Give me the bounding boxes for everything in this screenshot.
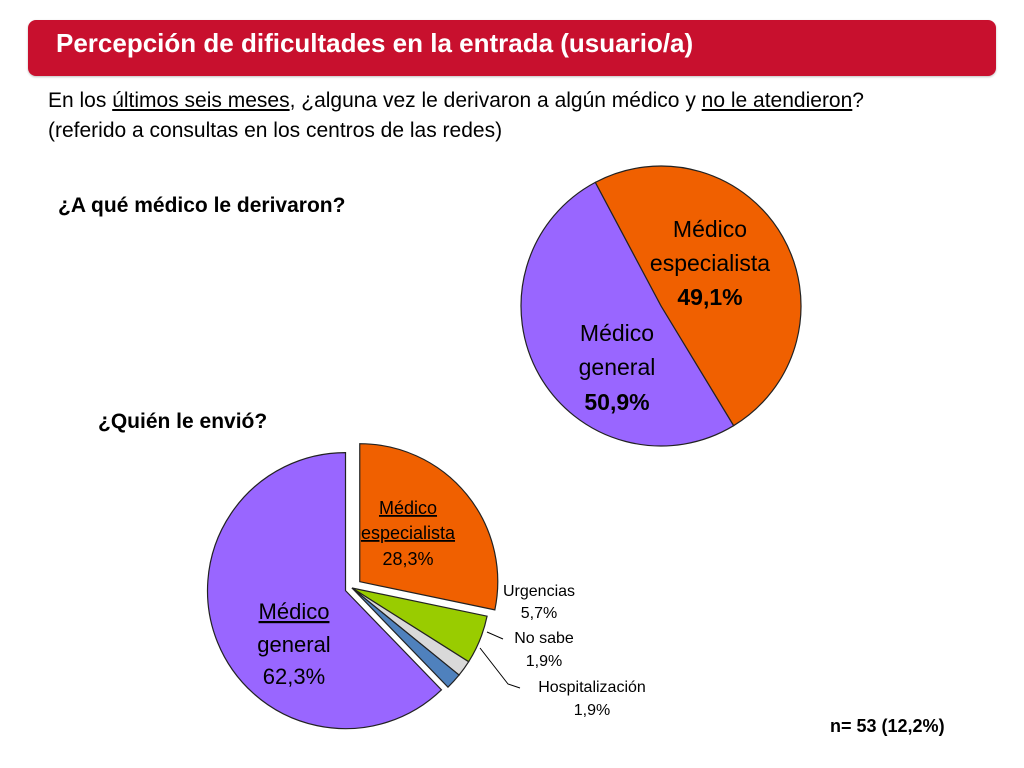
chart2-leader-hospitalizacion	[479, 647, 521, 689]
question-part-2: últimos seis meses	[112, 89, 290, 112]
chart1-label-general-line1: Médico	[580, 320, 654, 346]
chart1-slice-0	[594, 165, 802, 427]
subquestion-second: ¿Quién le envió?	[98, 410, 268, 433]
chart2-label-general-line1: Médico	[259, 599, 330, 624]
chart1-value-specialist: 49,1%	[677, 284, 742, 310]
chart2-label-hospitalizacion: Hospitalización	[538, 679, 646, 696]
page-title: Percepción de dificultades en la entrada…	[56, 28, 694, 58]
question-part-1: En los	[48, 89, 113, 112]
chart2-label-nosabe: No sabe	[514, 630, 574, 647]
chart1-label-general-line2: general	[579, 354, 656, 380]
chart1-label-specialist-line1: Médico	[673, 216, 747, 242]
chart2-slice-0	[359, 443, 499, 611]
chart1-value-general: 50,9%	[584, 389, 649, 415]
chart2-value-hospitalizacion: 1,9%	[574, 702, 610, 719]
chart2-slice-4	[206, 452, 443, 730]
chart2-slice-3	[351, 587, 460, 689]
sample-size-note: n= 53 (12,2%)	[830, 716, 945, 736]
chart1-label-specialist-line2: especialista	[650, 250, 770, 276]
chart2-value-general: 62,3%	[263, 664, 325, 689]
survey-question: En los últimos seis meses, ¿alguna vez l…	[48, 86, 928, 146]
question-part-3: , ¿alguna vez le derivaron a algún médic…	[289, 89, 702, 112]
title-bar: Percepción de dificultades en la entrada…	[28, 20, 996, 76]
chart2-label-general-line2: general	[257, 632, 330, 657]
chart2-label-urgencias: Urgencias	[503, 583, 575, 600]
chart2-label-specialist-line2: especialista	[361, 523, 456, 543]
question-part-4: no le atendieron	[701, 89, 853, 112]
chart2-value-nosabe: 1,9%	[526, 653, 562, 670]
chart2-leader-nosabe	[486, 631, 504, 640]
chart2-value-specialist: 28,3%	[382, 549, 433, 569]
chart1-slice-1	[520, 181, 735, 447]
question-part-5: ? (referido a consultas en los centros d…	[48, 89, 864, 142]
chart2-label-specialist-line1: Médico	[379, 498, 437, 518]
subquestion-first: ¿A qué médico le derivaron?	[58, 194, 346, 217]
chart2-value-urgencias: 5,7%	[521, 605, 557, 622]
